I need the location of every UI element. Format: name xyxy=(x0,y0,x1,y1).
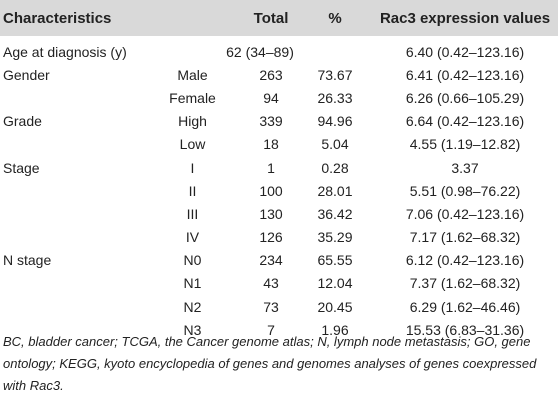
rac3-cell: 4.55 (1.19–12.82) xyxy=(409,136,521,153)
header-percent: % xyxy=(328,9,342,27)
total-cell: 94 xyxy=(263,89,279,106)
table-row: III 130 36.42 7.06 (0.42–123.16) xyxy=(0,202,558,225)
characteristic-cell: Grade xyxy=(3,113,42,130)
subgroup-cell: Low xyxy=(179,136,206,153)
percent-cell: 26.33 xyxy=(317,89,353,106)
percent-cell: 73.67 xyxy=(317,66,353,83)
rac3-cell: 6.26 (0.66–105.29) xyxy=(405,89,525,106)
rac3-cell: 15.53 (6.83–31.36) xyxy=(405,321,525,338)
table-row: Female 94 26.33 6.26 (0.66–105.29) xyxy=(0,86,558,109)
rac3-cell: 7.06 (0.42–123.16) xyxy=(405,205,525,222)
total-cell: 234 xyxy=(259,252,283,269)
table-footnote: BC, bladder cancer; TCGA, the Cancer gen… xyxy=(3,334,537,393)
total-cell: 339 xyxy=(259,113,283,130)
percent-cell: 5.04 xyxy=(321,136,349,153)
header-total: Total xyxy=(253,9,289,27)
subgroup-cell: I xyxy=(190,159,195,176)
table-row: Low 18 5.04 4.55 (1.19–12.82) xyxy=(0,133,558,156)
total-cell: 100 xyxy=(259,182,283,199)
table-row: N stage N0 234 65.55 6.12 (0.42–123.16) xyxy=(0,249,558,272)
total-cell: 73 xyxy=(263,298,279,315)
subgroup-cell: Female xyxy=(169,89,216,106)
rac3-cell: 6.64 (0.42–123.16) xyxy=(405,113,525,130)
rac3-cell: 7.17 (1.62–68.32) xyxy=(409,229,521,246)
subgroup-cell: N1 xyxy=(183,275,202,292)
total-cell: 43 xyxy=(263,275,279,292)
rac3-cell: 6.29 (1.62–46.46) xyxy=(409,298,521,315)
header-characteristics: Characteristics xyxy=(3,9,112,27)
table-row: Grade High 339 94.96 6.64 (0.42–123.16) xyxy=(0,110,558,133)
table-row: Age at diagnosis (y) 62 (34–89) 6.40 (0.… xyxy=(0,40,558,63)
percent-cell: 65.55 xyxy=(317,252,353,269)
total-cell: 263 xyxy=(259,66,283,83)
table-row: Stage I 1 0.28 3.37 xyxy=(0,156,558,179)
percent-cell: 1.96 xyxy=(321,321,349,338)
subgroup-cell: N0 xyxy=(183,252,202,269)
table-header: Characteristics Total % Rac3 expression … xyxy=(0,0,558,36)
table-body: Age at diagnosis (y) 62 (34–89) 6.40 (0.… xyxy=(0,36,558,341)
total-cell: 126 xyxy=(259,229,283,246)
total-cell: 1 xyxy=(267,159,275,176)
rac3-cell: 3.37 xyxy=(451,159,479,176)
table-row: N3 7 1.96 15.53 (6.83–31.36) xyxy=(0,318,558,341)
percent-cell: 94.96 xyxy=(317,113,353,130)
characteristic-cell: Age at diagnosis (y) xyxy=(3,43,127,60)
percent-cell: 36.42 xyxy=(317,205,353,222)
total-cell: 7 xyxy=(267,321,275,338)
rac3-cell: 5.51 (0.98–76.22) xyxy=(409,182,521,199)
total-cell: 130 xyxy=(259,205,283,222)
percent-cell: 28.01 xyxy=(317,182,353,199)
subgroup-cell: Male xyxy=(177,66,208,83)
percent-cell: 12.04 xyxy=(317,275,353,292)
characteristics-table: Characteristics Total % Rac3 expression … xyxy=(0,0,558,341)
rac3-cell: 6.12 (0.42–123.16) xyxy=(405,252,525,269)
total-cell: 18 xyxy=(263,136,279,153)
percent-cell: 20.45 xyxy=(317,298,353,315)
rac3-cell: 6.40 (0.42–123.16) xyxy=(405,43,525,60)
table-row: IV 126 35.29 7.17 (1.62–68.32) xyxy=(0,226,558,249)
table-row: Gender Male 263 73.67 6.41 (0.42–123.16) xyxy=(0,63,558,86)
characteristic-cell: Gender xyxy=(3,66,50,83)
header-rac3-expression: Rac3 expression values xyxy=(379,9,551,27)
rac3-cell: 7.37 (1.62–68.32) xyxy=(409,275,521,292)
subgroup-cell: N3 xyxy=(183,321,202,338)
rac3-cell: 6.41 (0.42–123.16) xyxy=(405,66,525,83)
characteristic-cell: Stage xyxy=(3,159,40,176)
subgroup-cell: IV xyxy=(185,229,200,246)
subgroup-cell: N2 xyxy=(183,298,202,315)
table-row: N1 43 12.04 7.37 (1.62–68.32) xyxy=(0,272,558,295)
subgroup-cell: III xyxy=(186,205,199,222)
percent-cell: 35.29 xyxy=(317,229,353,246)
characteristic-cell: N stage xyxy=(3,252,52,269)
total-cell: 62 (34–89) xyxy=(226,43,294,60)
subgroup-cell: II xyxy=(188,182,197,199)
table-row: II 100 28.01 5.51 (0.98–76.22) xyxy=(0,179,558,202)
subgroup-cell: High xyxy=(178,113,207,130)
percent-cell: 0.28 xyxy=(321,159,349,176)
table-row: N2 73 20.45 6.29 (1.62–46.46) xyxy=(0,295,558,318)
